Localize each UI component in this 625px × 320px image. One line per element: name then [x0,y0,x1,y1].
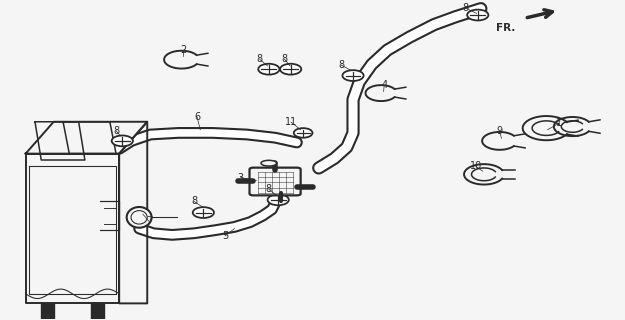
Ellipse shape [261,160,277,166]
Text: 4: 4 [381,80,388,90]
Circle shape [192,207,214,218]
Circle shape [112,135,133,146]
Text: 8: 8 [266,184,272,194]
Ellipse shape [127,207,152,228]
Text: 2: 2 [180,45,186,55]
Circle shape [280,64,301,75]
Polygon shape [63,122,116,154]
Text: 8: 8 [338,60,344,70]
Text: 11: 11 [285,117,298,127]
Polygon shape [35,122,85,160]
Text: 3: 3 [238,172,244,182]
Text: FR.: FR. [496,23,515,33]
Polygon shape [91,303,104,319]
Text: 1: 1 [556,118,562,128]
Circle shape [467,10,488,20]
Text: 10: 10 [470,161,482,172]
Circle shape [268,195,289,205]
Polygon shape [41,303,54,319]
Text: 5: 5 [222,231,228,241]
Circle shape [258,64,279,75]
Text: 6: 6 [194,112,200,122]
Circle shape [294,128,312,138]
Text: 8: 8 [281,54,288,64]
Text: 7: 7 [146,217,152,227]
Text: 8: 8 [191,196,197,206]
Polygon shape [26,122,148,154]
Text: 8: 8 [113,126,119,136]
Text: 8: 8 [256,54,262,64]
Text: 8: 8 [462,3,468,13]
FancyBboxPatch shape [249,168,301,196]
Circle shape [342,70,364,81]
Text: 9: 9 [496,126,502,136]
